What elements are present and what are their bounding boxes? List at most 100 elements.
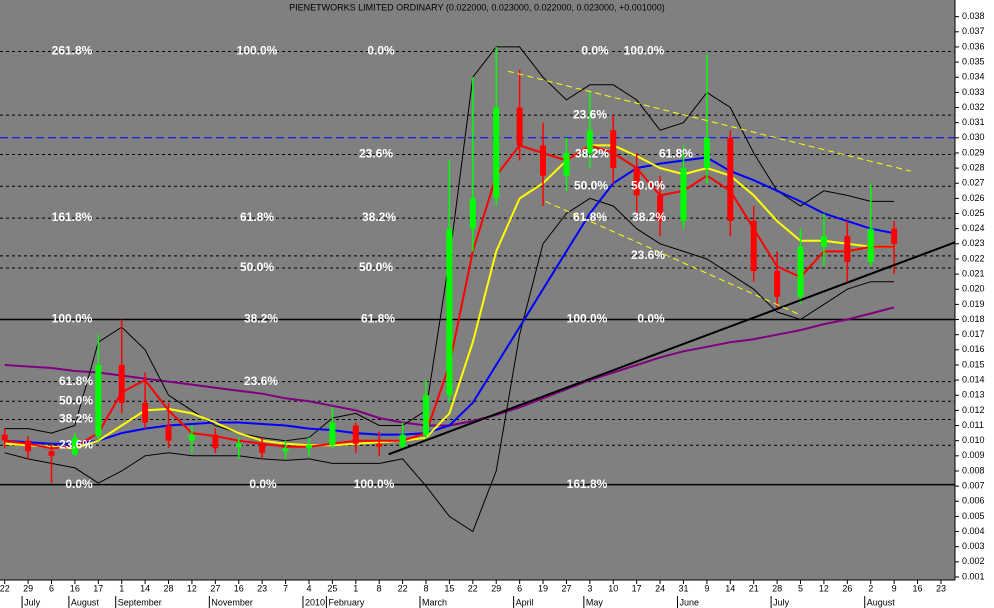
candle-body xyxy=(774,271,781,297)
x-tick-label: 31 xyxy=(678,583,688,593)
y-tick-label: 0.031 xyxy=(962,117,985,127)
fib-label: 100.0% xyxy=(52,312,93,326)
y-tick-label: 0.011 xyxy=(962,420,984,430)
candle-body xyxy=(516,107,523,146)
fib-label: 0.0% xyxy=(581,44,609,58)
x-tick-label: 26 xyxy=(842,583,852,593)
x-tick-label: 9 xyxy=(704,583,709,593)
month-label: February xyxy=(328,597,365,607)
y-tick-label: 0.010 xyxy=(962,435,985,445)
x-tick-label: 17 xyxy=(632,583,642,593)
month-label: September xyxy=(118,597,162,607)
candle-body xyxy=(797,246,804,297)
y-tick-label: 0.037 xyxy=(962,26,985,36)
y-tick-label: 0.025 xyxy=(962,208,985,218)
x-tick-label: 19 xyxy=(538,583,548,593)
fib-label: 100.0% xyxy=(237,44,278,58)
month-label: July xyxy=(24,597,41,607)
fib-label: 0.0% xyxy=(65,477,93,491)
candle-body xyxy=(165,425,172,441)
candle-body xyxy=(71,437,78,455)
x-tick-label: 12 xyxy=(187,583,197,593)
month-label: May xyxy=(586,597,604,607)
fib-label: 50.0% xyxy=(359,260,393,274)
y-tick-label: 0.004 xyxy=(962,526,985,536)
candle-body xyxy=(118,364,125,403)
y-tick-label: 0.030 xyxy=(962,132,985,142)
y-tick-label: 0.012 xyxy=(962,405,985,415)
candle-body xyxy=(399,434,406,447)
fib-label: 0.0% xyxy=(637,312,665,326)
chart-title: PIENETWORKS LIMITED ORDINARY (0.022000, … xyxy=(289,2,665,12)
y-tick-label: 0.022 xyxy=(962,253,985,263)
y-tick-label: 0.033 xyxy=(962,87,985,97)
candle-body xyxy=(1,434,8,441)
fib-label: 261.8% xyxy=(52,44,93,58)
x-tick-label: 22 xyxy=(398,583,408,593)
x-tick-label: 1 xyxy=(353,583,358,593)
fib-label: 61.8% xyxy=(659,147,693,161)
month-label: 2010 xyxy=(305,597,325,607)
y-tick-label: 0.026 xyxy=(962,193,985,203)
fib-label: 23.6% xyxy=(59,437,93,451)
candle-body xyxy=(820,236,827,247)
fib-label: 161.8% xyxy=(567,477,608,491)
y-tick-label: 0.018 xyxy=(962,314,985,324)
x-tick-label: 12 xyxy=(819,583,829,593)
y-tick-label: 0.028 xyxy=(962,162,985,172)
fib-label: 23.6% xyxy=(631,248,665,262)
fib-label: 61.8% xyxy=(361,312,395,326)
candle-body xyxy=(376,443,383,447)
x-tick-label: 23 xyxy=(936,583,946,593)
candle-body xyxy=(633,168,640,196)
fib-label: 50.0% xyxy=(574,178,608,192)
candle-body xyxy=(305,445,312,449)
x-tick-label: 24 xyxy=(655,583,665,593)
x-tick-label: 27 xyxy=(210,583,220,593)
x-tick-label: 5 xyxy=(798,583,803,593)
fib-label: 100.0% xyxy=(354,477,395,491)
candle-body xyxy=(469,198,476,229)
fib-label: 61.8% xyxy=(59,374,93,388)
fib-label: 50.0% xyxy=(240,260,274,274)
candle-body xyxy=(259,443,266,453)
candle-body xyxy=(95,364,102,437)
x-tick-label: 28 xyxy=(772,583,782,593)
y-tick-label: 0.014 xyxy=(962,374,985,384)
y-tick-label: 0.034 xyxy=(962,72,985,82)
candle-body xyxy=(703,137,710,169)
candle-body xyxy=(212,434,219,449)
y-tick-label: 0.017 xyxy=(962,329,985,339)
x-tick-label: 3 xyxy=(587,583,592,593)
month-label: November xyxy=(211,597,253,607)
candle-body xyxy=(610,130,617,169)
x-tick-label: 22 xyxy=(0,583,10,593)
y-tick-label: 0.003 xyxy=(962,541,985,551)
y-tick-label: 0.024 xyxy=(962,223,985,233)
indicator-line xyxy=(4,144,895,450)
y-axis-panel xyxy=(955,0,994,608)
x-tick-label: 6 xyxy=(49,583,54,593)
x-tick-label: 21 xyxy=(749,583,759,593)
x-tick-label: 7 xyxy=(283,583,288,593)
candle-body xyxy=(657,195,664,222)
candle-body xyxy=(188,434,195,441)
month-label: March xyxy=(422,597,447,607)
y-tick-label: 0.021 xyxy=(962,268,985,278)
candle-body xyxy=(329,422,336,446)
y-tick-label: 0.027 xyxy=(962,178,985,188)
candle-body xyxy=(446,228,453,396)
trend-line xyxy=(388,241,955,456)
candle-body xyxy=(844,236,851,262)
plot-area: 261.8% 100.0% 0.0% 0.0% 100.0% 23.6% 23.6% 38.2… xyxy=(0,44,955,533)
x-tick-label: 14 xyxy=(725,583,735,593)
y-tick-label: 0.035 xyxy=(962,56,985,66)
x-tick-label: 29 xyxy=(491,583,501,593)
y-tick-label: 0.020 xyxy=(962,284,985,294)
plot-background xyxy=(0,0,955,580)
y-tick-label: 0.009 xyxy=(962,450,985,460)
candle-body xyxy=(867,228,874,262)
x-tick-label: 4 xyxy=(306,583,311,593)
fib-label: 50.0% xyxy=(59,393,93,407)
month-label: August xyxy=(71,597,100,607)
